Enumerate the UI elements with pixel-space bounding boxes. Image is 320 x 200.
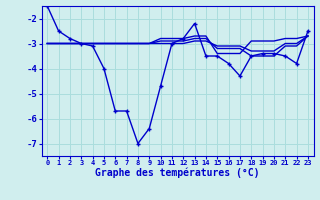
X-axis label: Graphe des températures (°C): Graphe des températures (°C) — [95, 168, 260, 178]
